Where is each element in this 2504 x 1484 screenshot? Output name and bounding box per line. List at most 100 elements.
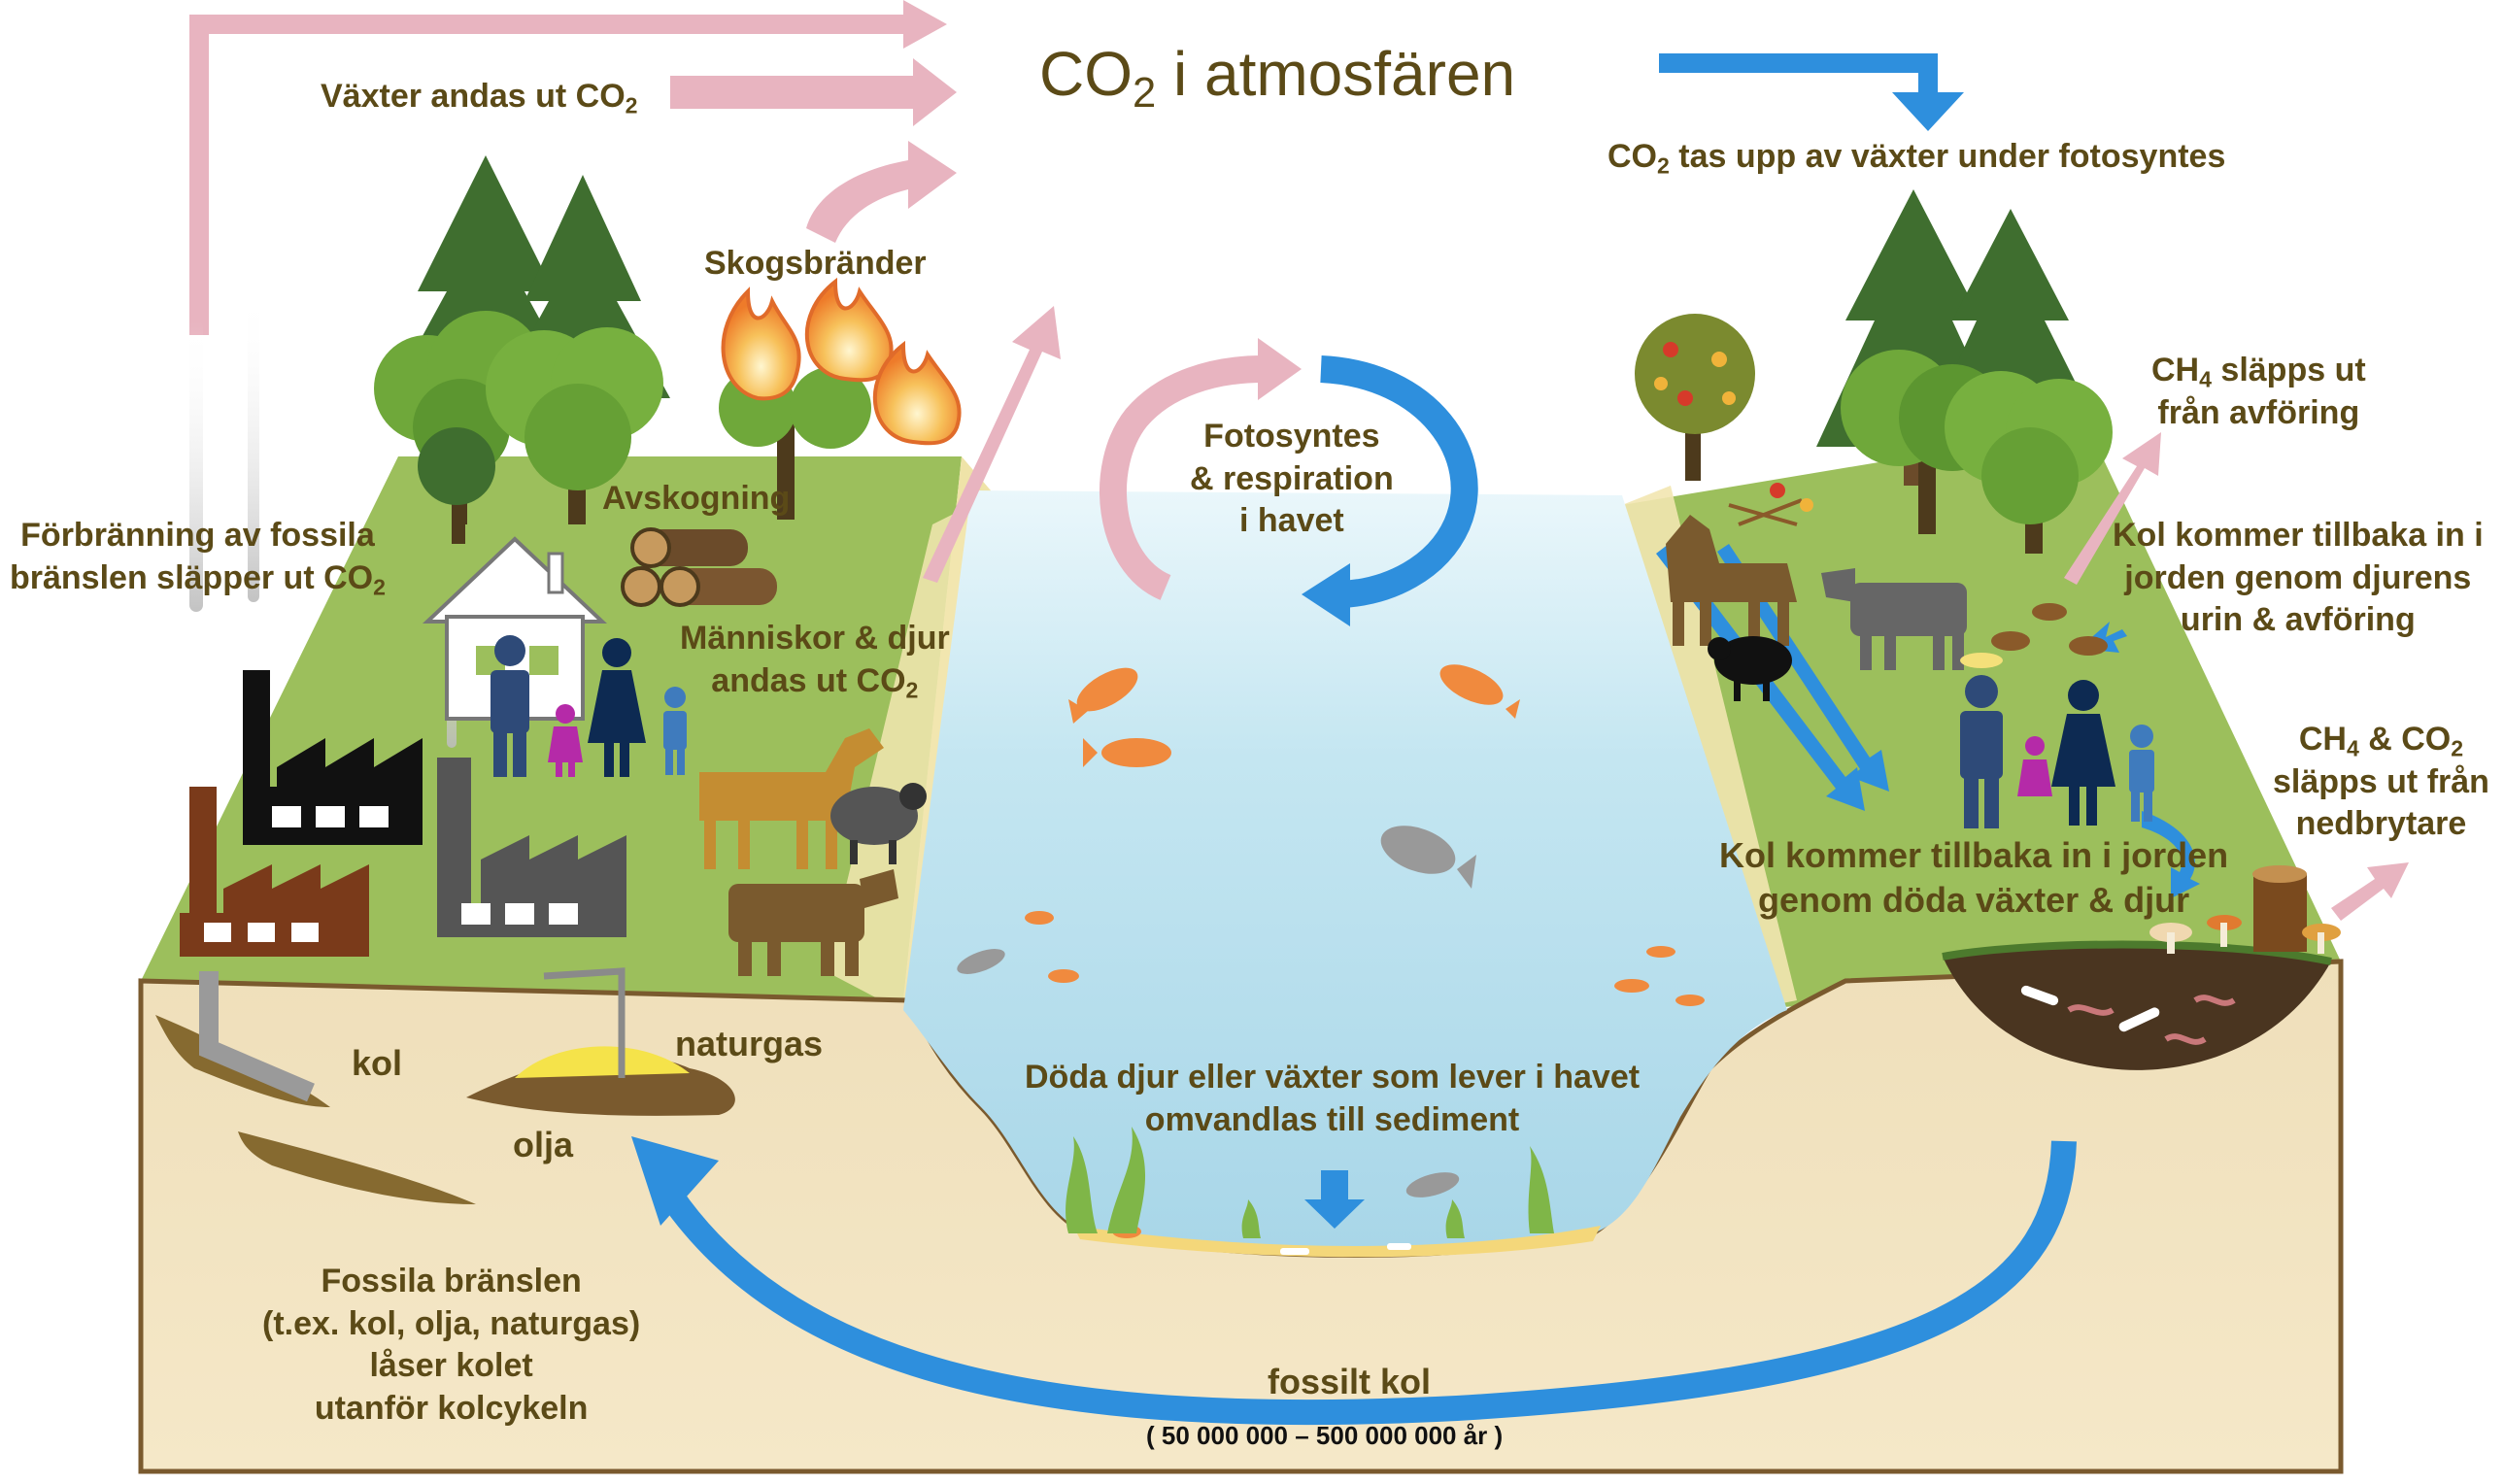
label-oil: olja <box>513 1125 574 1164</box>
uptake-sub: 2 <box>1657 152 1670 179</box>
fossil-fuels-line1: Fossila bränslen <box>321 1263 582 1299</box>
fish-icon <box>1083 738 1171 767</box>
humans-animals-sub: 2 <box>905 676 919 702</box>
title-prefix: CO <box>1039 39 1133 109</box>
decomposers-line3: nedbrytare <box>2295 805 2467 843</box>
humans-animals-line2: andas ut CO2 <box>680 660 950 703</box>
bones-icon <box>2020 985 2160 1032</box>
decomposers-sub2: 2 <box>2451 735 2464 761</box>
label-carbon-urine: Kol kommer tillbaka in i jorden genom dj… <box>2113 515 2484 642</box>
diagram-title: CO2 i atmosfären <box>1039 35 1515 115</box>
forest-fire <box>719 277 962 520</box>
woman-icon <box>2051 680 2115 826</box>
ocean-cycle-line2: & respiration <box>1190 459 1394 497</box>
ocean-sediment <box>1073 1226 1601 1258</box>
carbon-urine-line3: urin & avföring <box>2180 601 2416 639</box>
combustion-line1: Förbränning av fossila <box>20 517 375 554</box>
plants-exhale-text: Växter andas ut CO <box>321 78 626 115</box>
ch4-dung-sub: 4 <box>2199 366 2212 392</box>
autumn-tree <box>1635 314 1755 481</box>
label-fossil-fuels: Fossila bränslen (t.ex. kol, olja, natur… <box>262 1261 640 1430</box>
tree-stump-icon <box>2253 874 2307 952</box>
dead-matter-arrow-2 <box>1717 544 1889 792</box>
twigs-icon <box>1728 483 1813 526</box>
label-deforestation: Avskogning <box>602 480 791 517</box>
label-humans-animals: Människor & djur andas ut CO2 <box>680 618 950 702</box>
man-icon <box>1960 675 2003 828</box>
emission-arrows <box>189 0 2409 921</box>
label-uptake: CO2 tas upp av växter under fotosyntes <box>1607 136 2225 179</box>
factory-brown <box>180 787 369 957</box>
people-left <box>491 635 687 777</box>
label-ocean-cycle: Fotosyntes & respiration i havet <box>1190 416 1394 543</box>
label-ch4-dung: CH4 släpps ut från avföring <box>2151 350 2366 434</box>
ch4-dung-line1: CH4 släpps ut <box>2151 350 2366 392</box>
coal-seam-2 <box>238 1131 476 1204</box>
fossil-carbon-arrow <box>631 1136 2077 1426</box>
trees-right <box>1635 189 2113 554</box>
dead-organisms-line2: genom döda växter & djur <box>1758 880 2190 921</box>
ch4-dung-text: släpps ut <box>2211 352 2366 388</box>
label-natural-gas: naturgas <box>675 1024 824 1063</box>
cow-icon <box>728 869 898 976</box>
label-plants-exhale: Växter andas ut CO2 <box>321 76 638 118</box>
gas-drill-pipe <box>543 967 626 1078</box>
decomposers-co: & CO <box>2358 721 2452 758</box>
photosynthesis-arrow <box>1659 53 1964 131</box>
animals-right <box>1666 515 2108 701</box>
horse-icon <box>699 728 884 869</box>
bones-icon <box>1280 1243 1411 1255</box>
label-dead-organisms: Kol kommer tillbaka in i jorden genom dö… <box>1719 833 2228 923</box>
label-combustion: Förbränning av fossila bränslen släpper … <box>10 515 386 599</box>
label-coal: kol <box>352 1043 403 1083</box>
factory-black <box>243 670 423 845</box>
small-tree <box>418 427 495 544</box>
ocean-cycle <box>1100 338 1478 626</box>
mushroom-icon <box>2149 915 2341 954</box>
fish-icon <box>957 949 1005 974</box>
ch4-dung-ch: CH <box>2151 352 2200 388</box>
label-forest-fires: Skogsbränder <box>704 245 927 282</box>
factories <box>180 670 626 957</box>
factory-grey <box>437 758 626 937</box>
girl-icon <box>2017 736 2052 796</box>
boy-icon <box>663 687 687 775</box>
logs-icon <box>621 527 777 607</box>
uptake-text: tas upp av växter under fotosyntes <box>1669 138 2226 175</box>
worm-icon <box>2067 995 2236 1045</box>
horse-icon <box>1666 515 1797 646</box>
sediment-line2: omvandlas till sediment <box>1144 1100 1520 1138</box>
flame-icon <box>872 340 962 446</box>
people-right <box>1960 675 2154 828</box>
compost-grass <box>1942 940 2332 965</box>
combustion-line2-text: bränslen släpper ut CO <box>10 558 374 596</box>
deciduous-tree <box>486 327 663 524</box>
fish-icon <box>1380 826 1476 889</box>
dung-icon <box>1960 603 2108 668</box>
carbon-urine-line1: Kol kommer tillbaka in i <box>2113 517 2484 554</box>
label-time-span: ( 50 000 000 – 500 000 000 år ) <box>1146 1421 1504 1450</box>
decomposer-arrow <box>2142 811 2200 898</box>
decomposers-line1: CH4 & CO2 <box>2273 719 2489 761</box>
man-icon <box>491 635 529 777</box>
girl-icon <box>548 704 583 777</box>
flame-icon <box>804 277 894 383</box>
flame-icon <box>721 287 801 401</box>
sheep-icon <box>1708 636 1792 701</box>
coal-pipe <box>199 971 315 1102</box>
sheep-icon <box>830 783 927 864</box>
carbon-urine-line2: jorden genom djurens <box>2124 558 2472 596</box>
ch4-dung-line2: från avföring <box>2157 393 2360 431</box>
ocean-cycle-line1: Fotosyntes <box>1203 418 1380 455</box>
woman-icon <box>588 638 646 777</box>
seaweed-icon <box>1066 1127 1554 1238</box>
decomposers-ch: CH <box>2298 721 2347 758</box>
fossil-fuels-line4: utanför kolcykeln <box>314 1389 589 1427</box>
fossil-deposits <box>155 967 735 1204</box>
animals-left <box>699 728 927 976</box>
sediment-line1: Döda djur eller växter som lever i havet <box>1025 1059 1641 1096</box>
uptake-co: CO <box>1607 138 1657 175</box>
decomposers <box>2020 865 2341 1045</box>
decomposers-sub1: 4 <box>2346 735 2359 761</box>
